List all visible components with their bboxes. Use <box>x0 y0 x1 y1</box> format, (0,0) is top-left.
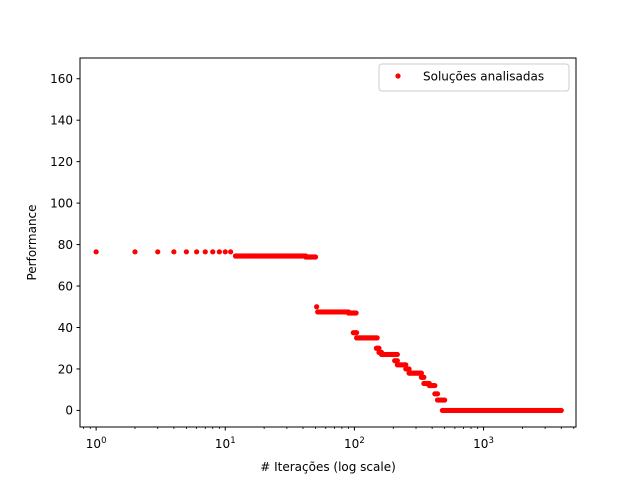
data-point <box>210 249 216 255</box>
data-point <box>183 249 189 255</box>
data-point <box>171 249 177 255</box>
legend: Soluções analisadas <box>378 63 570 92</box>
y-tick-label: 80 <box>58 238 73 252</box>
data-points <box>93 249 564 414</box>
y-tick-label: 120 <box>50 155 73 169</box>
data-point <box>132 249 138 255</box>
data-point <box>434 391 441 397</box>
legend-label: Soluções analisadas <box>423 70 544 84</box>
y-tick-label: 160 <box>50 72 73 86</box>
data-point <box>194 249 200 255</box>
x-tick-label: 101 <box>215 436 236 451</box>
y-tick-label: 40 <box>58 321 73 335</box>
axes-frame <box>79 57 577 428</box>
data-point <box>374 335 380 341</box>
data-point <box>222 249 228 255</box>
x-tick-label: 102 <box>344 436 365 451</box>
data-point <box>312 254 319 260</box>
data-point <box>353 310 359 316</box>
y-tick-label: 0 <box>65 404 73 418</box>
x-axis-label: # Iterações (log scale) <box>260 460 396 474</box>
y-tick-label: 20 <box>58 362 73 376</box>
data-point <box>202 249 208 255</box>
data-point <box>93 249 99 255</box>
x-tick-label: 103 <box>473 436 494 451</box>
data-point <box>421 374 427 380</box>
data-point <box>432 382 438 389</box>
plot-area <box>80 58 576 427</box>
data-point <box>376 345 382 351</box>
y-tick-label: 60 <box>58 279 73 293</box>
y-tick-label: 140 <box>50 113 73 127</box>
data-point <box>155 249 161 255</box>
data-point <box>406 366 412 372</box>
legend-marker <box>395 73 401 79</box>
y-axis-label: Performance <box>25 204 39 280</box>
data-point <box>558 407 564 414</box>
y-axis-ticks: 0 20 40 60 80 100 120 140 160 <box>50 72 80 418</box>
data-point <box>216 249 222 255</box>
data-point <box>314 304 320 310</box>
data-point <box>394 351 400 358</box>
y-tick-label: 100 <box>50 196 73 210</box>
data-point <box>394 358 400 364</box>
data-point <box>228 249 234 255</box>
legend-box <box>378 63 570 92</box>
x-axis-ticks: 100 101 102 103 <box>83 427 575 451</box>
data-point <box>442 397 448 403</box>
data-point <box>354 330 360 336</box>
x-tick-label: 100 <box>86 436 107 451</box>
data-point <box>418 370 424 376</box>
data-point <box>403 362 409 368</box>
